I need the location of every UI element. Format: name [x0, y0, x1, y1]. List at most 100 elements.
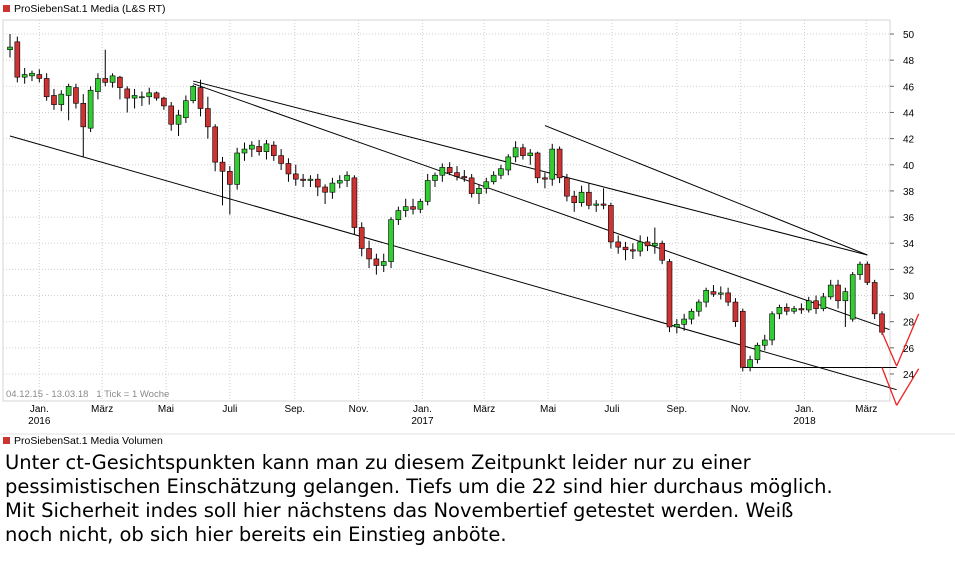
y-tick-label: 44: [903, 108, 915, 119]
candle: [424, 173, 431, 206]
candle-body: [556, 148, 563, 179]
candle: [263, 139, 270, 160]
x-tick-label: Jan.: [413, 404, 432, 415]
candle: [175, 109, 182, 136]
candle: [615, 235, 622, 254]
candle: [732, 298, 739, 327]
trend-lines: [9, 80, 897, 391]
candle-body: [336, 180, 343, 184]
candle-body: [864, 263, 871, 283]
candle: [36, 69, 43, 83]
candle: [388, 217, 394, 269]
candle: [813, 295, 819, 314]
candle: [366, 240, 372, 269]
candle-body: [249, 144, 255, 150]
candle-body: [476, 188, 482, 194]
candle-body: [102, 78, 109, 83]
candle-body: [871, 282, 878, 315]
candle: [571, 190, 578, 212]
x-tick-year-label: 2017: [411, 416, 434, 427]
candle: [754, 342, 761, 364]
candle: [747, 355, 753, 372]
candle-body: [652, 242, 658, 247]
candle: [227, 166, 233, 215]
trend-line: [544, 125, 868, 256]
candle-body: [212, 126, 218, 163]
candle: [739, 308, 746, 372]
x-tick-label: Nov.: [731, 404, 751, 415]
candle: [505, 154, 512, 176]
candle: [446, 162, 453, 176]
candle-body: [80, 103, 87, 128]
candle-body: [109, 75, 116, 83]
candle-body: [879, 313, 885, 333]
forecast-line: [881, 331, 898, 367]
candle-body: [241, 148, 248, 154]
candle-body: [622, 246, 629, 251]
x-tick-label: Juli: [604, 404, 619, 415]
candle: [292, 164, 299, 186]
candle-body: [527, 152, 534, 156]
candle-body: [65, 86, 72, 96]
candle: [307, 175, 314, 187]
chart-legend-marker: [3, 5, 10, 12]
candle-body: [7, 46, 13, 50]
candle: [476, 184, 482, 204]
candle: [432, 172, 438, 187]
candle: [124, 86, 131, 113]
candle: [681, 313, 687, 331]
candle: [652, 227, 658, 254]
candle: [95, 73, 101, 100]
candle: [608, 202, 614, 249]
candle-body: [380, 261, 387, 266]
candle: [117, 75, 123, 100]
candle: [439, 163, 446, 182]
candle-body: [322, 186, 328, 193]
y-tick-label: 34: [903, 239, 915, 250]
y-tick-label: 30: [903, 292, 915, 303]
candle: [637, 235, 643, 257]
candle: [87, 86, 94, 133]
candle-body: [417, 201, 424, 210]
y-tick-label: 48: [903, 56, 915, 67]
candle-body: [278, 155, 284, 164]
candle: [556, 146, 563, 184]
candle: [820, 292, 827, 312]
candle-body: [798, 308, 805, 311]
x-tick-label: März: [473, 404, 495, 415]
candle-body: [234, 152, 240, 185]
candle-body: [776, 307, 783, 315]
y-tick-label: 26: [903, 344, 915, 355]
candle: [827, 279, 834, 300]
candle: [351, 175, 358, 235]
candle-body: [21, 74, 28, 78]
candle: [65, 83, 72, 121]
candle: [29, 70, 35, 82]
candle-body: [131, 95, 138, 99]
candle-body: [659, 242, 665, 261]
y-tick-label: 38: [903, 187, 915, 198]
candle-body: [725, 292, 731, 303]
candle: [710, 285, 717, 297]
candle-body: [183, 100, 189, 118]
caption-line: Unter ct-Gesichtspunkten kann man zu die…: [5, 451, 751, 474]
candle-body: [498, 168, 504, 176]
candle: [842, 287, 849, 327]
candle-body: [761, 339, 768, 346]
candle-body: [791, 308, 797, 312]
candle-body: [769, 313, 775, 341]
candle: [703, 287, 709, 308]
candle-body: [542, 177, 548, 180]
x-tick-year-label: 2016: [28, 416, 51, 427]
candle: [593, 200, 600, 212]
candle: [205, 96, 211, 139]
candle: [644, 236, 651, 252]
candle: [666, 258, 673, 333]
candle: [798, 303, 805, 314]
candle-body: [505, 156, 512, 171]
candle-body: [314, 178, 321, 188]
candle: [131, 88, 138, 109]
candle-body: [197, 87, 204, 109]
caption-line: pessimistischen Einschätzung gelangen. T…: [5, 475, 833, 498]
candle-body: [615, 241, 622, 248]
